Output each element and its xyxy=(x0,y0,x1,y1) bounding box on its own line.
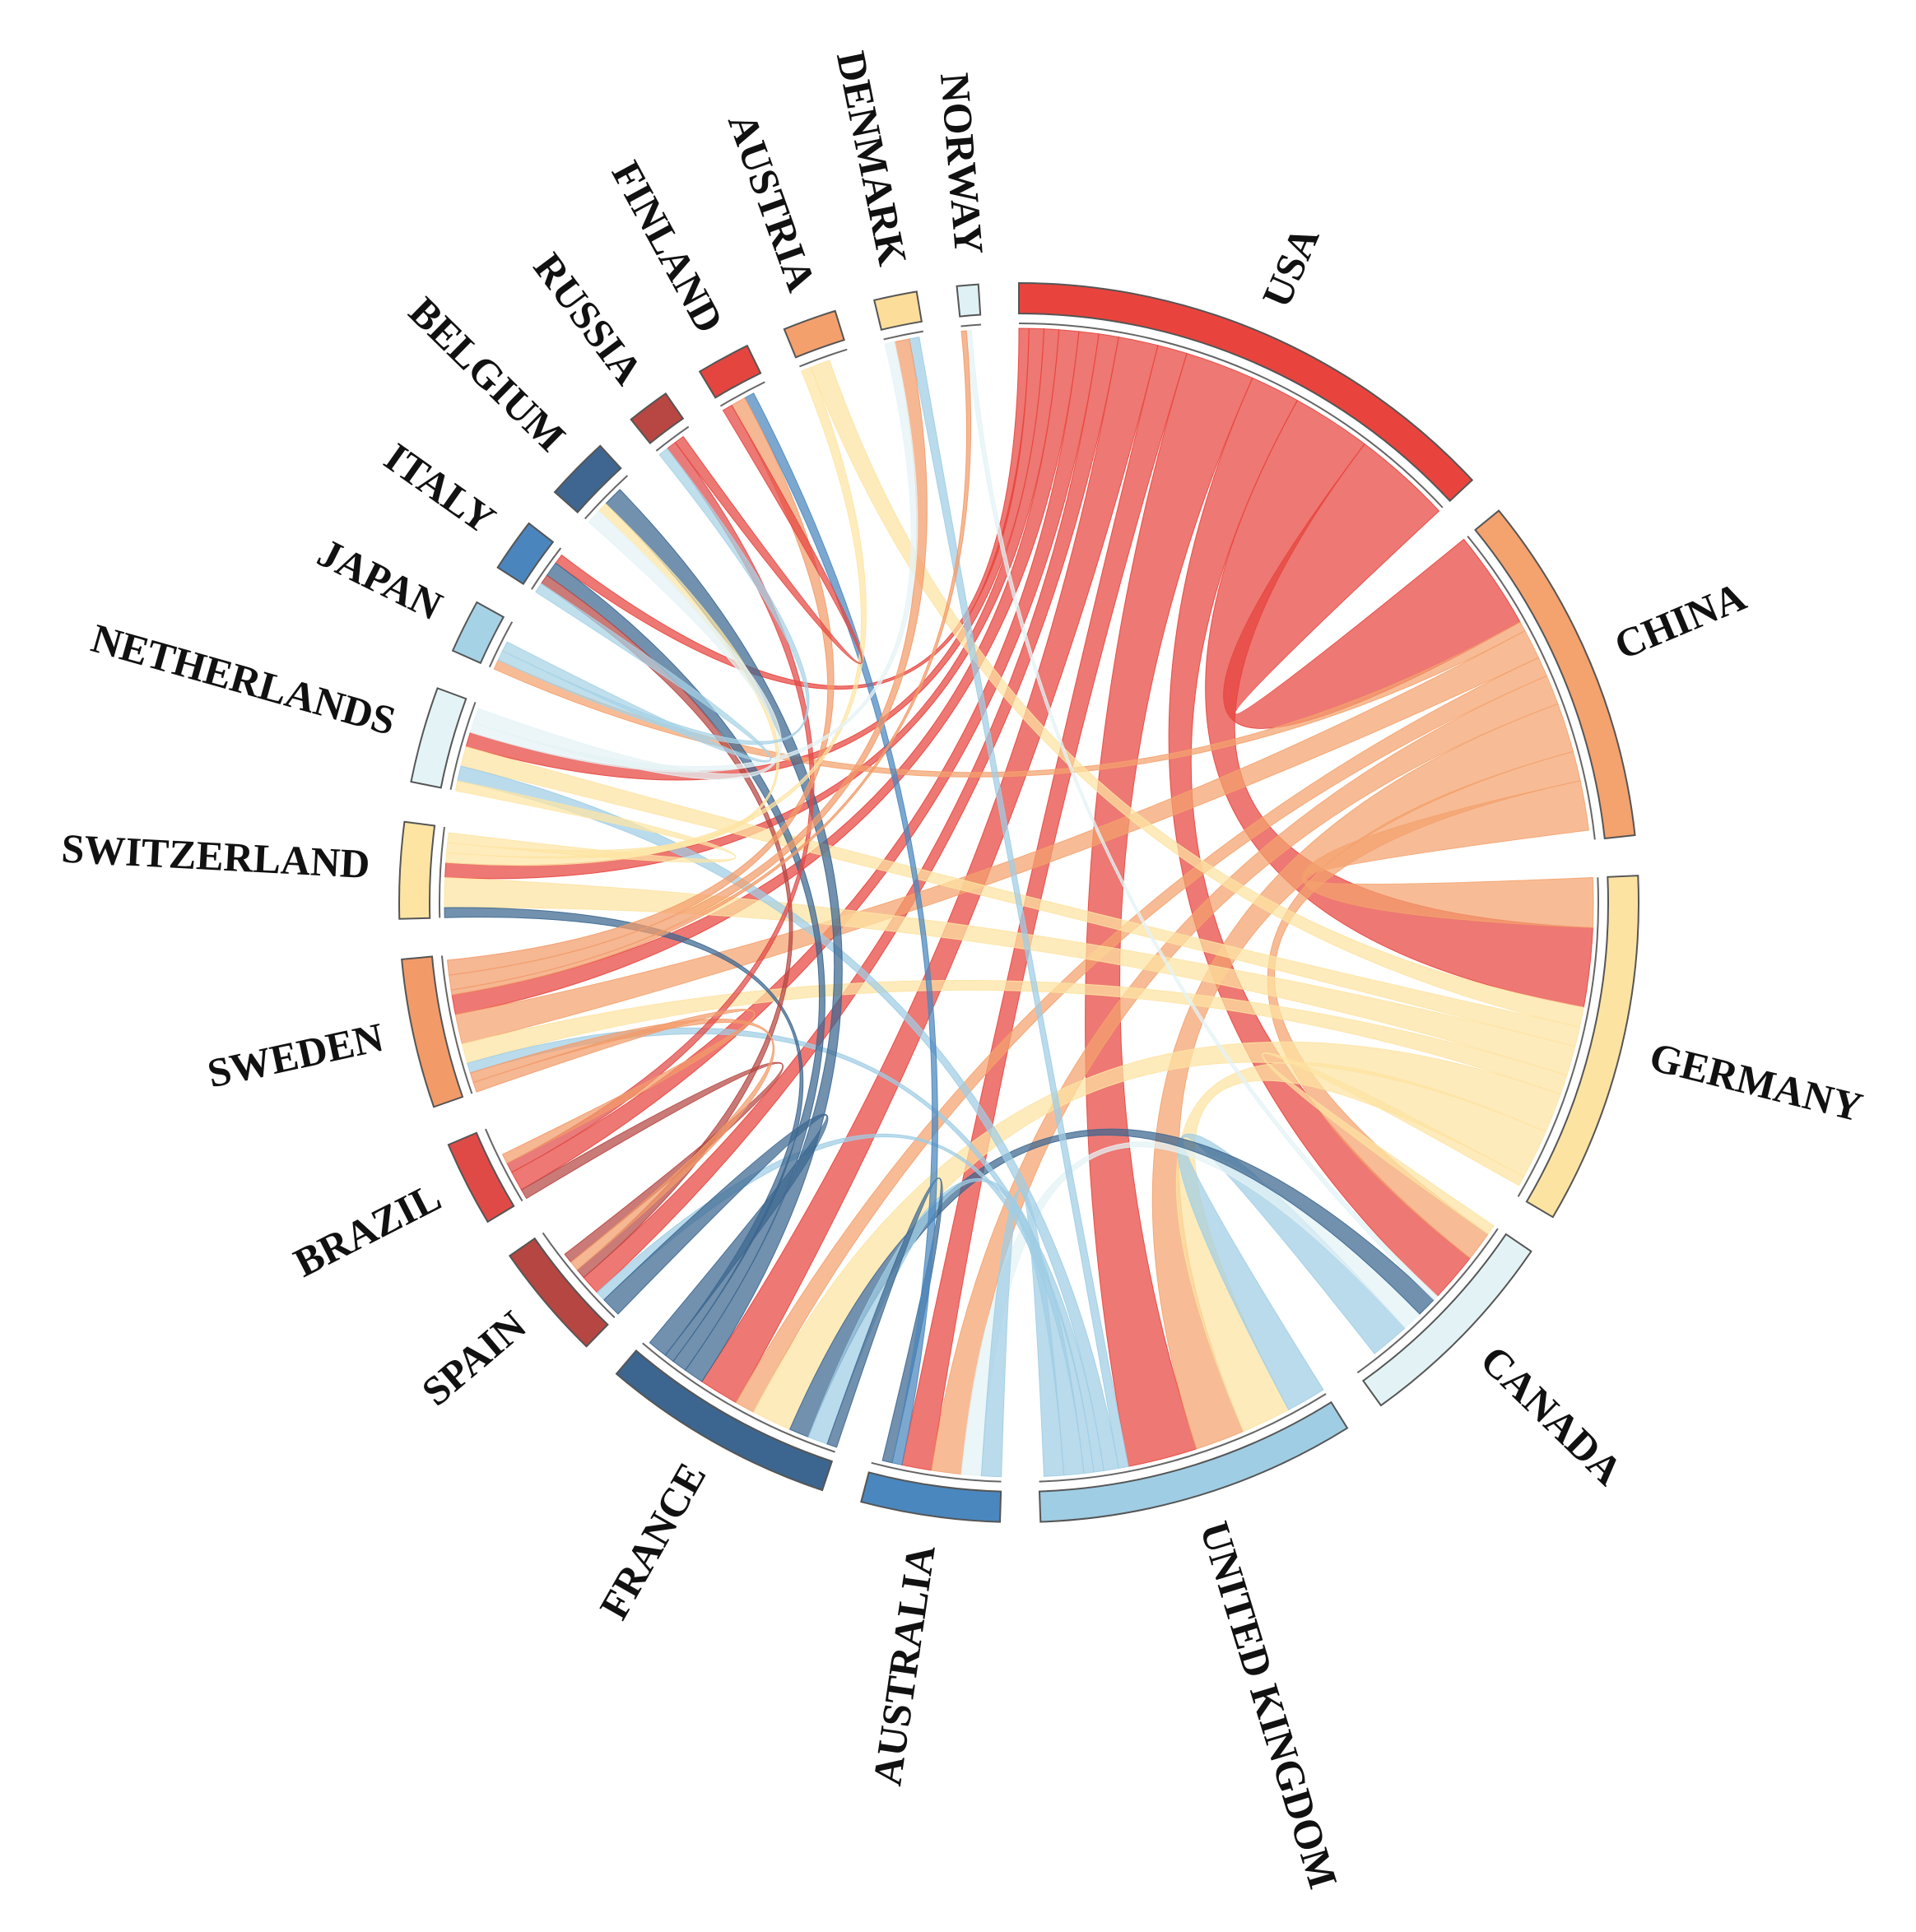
country-arc xyxy=(398,820,436,920)
inner-arc-line xyxy=(485,1128,523,1202)
inner-arc-line xyxy=(488,621,514,668)
country-arc xyxy=(860,1471,1002,1523)
country-arc xyxy=(956,283,982,318)
country-label: JAPAN xyxy=(311,529,449,629)
ribbons xyxy=(444,327,1594,1478)
inner-arc-line xyxy=(1356,1228,1499,1374)
country-arc xyxy=(496,522,555,586)
inner-arc-line xyxy=(584,475,629,520)
country-label: RUSSIA xyxy=(525,244,653,392)
chord-ribbon xyxy=(1177,1133,1407,1410)
inner-arc-line xyxy=(1467,535,1596,840)
country-label: USA xyxy=(1253,220,1328,313)
chord-ribbon xyxy=(469,341,918,773)
chord-ribbon xyxy=(444,907,804,1363)
country-label: AUSTRIA xyxy=(719,107,825,297)
inner-arc-line xyxy=(438,826,446,918)
labels: USA CHINA GERMANY CANADA UNITED KINGDOM AUSTR… xyxy=(60,48,1867,1894)
chord-ribbon xyxy=(445,366,867,866)
country-arc xyxy=(401,955,464,1108)
chord-ribbon xyxy=(497,448,810,745)
chord-ribbon xyxy=(493,621,1526,778)
chord-ribbon xyxy=(472,510,782,780)
inner-arc-line xyxy=(449,701,477,790)
country-arc xyxy=(630,392,685,445)
country-arc xyxy=(451,601,505,665)
arcs xyxy=(398,281,1639,1523)
inner-arc-line xyxy=(883,330,923,341)
country-label: BRAZIL xyxy=(286,1173,448,1286)
country-label: AUSTRALIA xyxy=(863,1542,944,1789)
country-arc xyxy=(698,344,762,399)
country-arc xyxy=(873,290,923,331)
country-label: GERMANY xyxy=(1645,1033,1867,1131)
inner-arc-line xyxy=(960,323,982,327)
inner-arc-line xyxy=(655,425,690,452)
chord-ribbon xyxy=(1261,1052,1525,1235)
country-label: ITALY xyxy=(376,434,504,542)
country-arc xyxy=(1018,281,1474,503)
inner-arc-line xyxy=(440,955,473,1094)
country-arc xyxy=(553,444,622,513)
chord-ribbon xyxy=(501,583,771,763)
country-arc xyxy=(783,309,845,359)
country-label: UNITED KINGDOM xyxy=(1191,1516,1346,1894)
chord-ribbon xyxy=(450,330,972,996)
country-label: NORWAY xyxy=(932,71,993,256)
country-arc xyxy=(447,1131,515,1224)
country-label: DENMARK xyxy=(828,48,917,270)
country-arc xyxy=(1474,509,1636,840)
country-label: SWITZERLAND xyxy=(60,825,371,888)
country-arc xyxy=(508,1237,609,1348)
chord-ribbon xyxy=(674,404,863,664)
inner-arc-line xyxy=(642,1342,835,1453)
country-label: CHINA xyxy=(1608,573,1752,668)
country-label: NETHERLANDS xyxy=(86,615,401,744)
chord-ribbon xyxy=(472,1008,756,1164)
country-arc xyxy=(1525,875,1639,1219)
country-arc xyxy=(410,687,467,789)
country-label: SWEDEN xyxy=(203,1014,388,1097)
country-label: FRANCE xyxy=(590,1455,714,1627)
inner-arc-line xyxy=(531,547,562,590)
country-label: BELGIUM xyxy=(400,288,574,460)
inner-arc-line xyxy=(542,1232,616,1318)
country-arc xyxy=(1361,1233,1532,1407)
inner-arc-line xyxy=(1018,323,1444,509)
country-arc xyxy=(615,1349,834,1492)
inner-arc-line xyxy=(719,381,765,407)
inner-arc-line xyxy=(1517,877,1599,1197)
chord-ribbon xyxy=(446,503,779,859)
inner-arc-line xyxy=(871,1461,1002,1483)
country-label: SPAIN xyxy=(413,1302,535,1414)
country-label: FINLAND xyxy=(603,154,733,341)
country-label: CANADA xyxy=(1472,1336,1631,1493)
inner-arc-line xyxy=(1039,1393,1327,1483)
inner-arc-line xyxy=(799,348,848,368)
country-arc xyxy=(1038,1400,1349,1523)
